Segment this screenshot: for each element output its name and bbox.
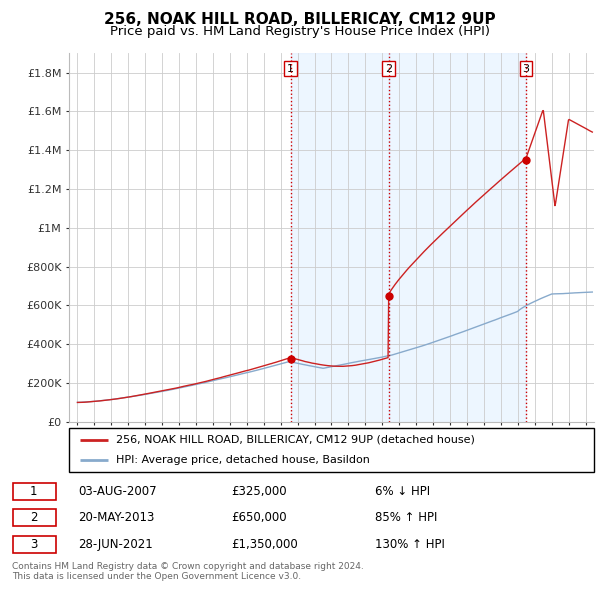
FancyBboxPatch shape	[69, 428, 594, 472]
Text: 3: 3	[523, 64, 530, 74]
Text: £325,000: £325,000	[231, 484, 287, 498]
Text: £1,350,000: £1,350,000	[231, 537, 298, 551]
Text: 130% ↑ HPI: 130% ↑ HPI	[375, 537, 445, 551]
Text: 2: 2	[30, 511, 38, 525]
Text: 1: 1	[287, 64, 294, 74]
Text: Price paid vs. HM Land Registry's House Price Index (HPI): Price paid vs. HM Land Registry's House …	[110, 25, 490, 38]
Text: 1: 1	[30, 484, 38, 498]
Text: 6% ↓ HPI: 6% ↓ HPI	[375, 484, 430, 498]
Text: 256, NOAK HILL ROAD, BILLERICAY, CM12 9UP (detached house): 256, NOAK HILL ROAD, BILLERICAY, CM12 9U…	[116, 435, 475, 445]
Text: HPI: Average price, detached house, Basildon: HPI: Average price, detached house, Basi…	[116, 455, 370, 465]
FancyBboxPatch shape	[13, 509, 56, 526]
Text: 85% ↑ HPI: 85% ↑ HPI	[375, 511, 437, 525]
Text: 2: 2	[385, 64, 392, 74]
FancyBboxPatch shape	[13, 536, 56, 553]
Text: £650,000: £650,000	[231, 511, 287, 525]
Bar	[389, 53, 526, 422]
Text: 28-JUN-2021: 28-JUN-2021	[78, 537, 153, 551]
Text: 03-AUG-2007: 03-AUG-2007	[78, 484, 157, 498]
Text: 3: 3	[30, 537, 38, 551]
Text: Contains HM Land Registry data © Crown copyright and database right 2024.
This d: Contains HM Land Registry data © Crown c…	[12, 562, 364, 581]
Text: 256, NOAK HILL ROAD, BILLERICAY, CM12 9UP: 256, NOAK HILL ROAD, BILLERICAY, CM12 9U…	[104, 12, 496, 27]
FancyBboxPatch shape	[13, 483, 56, 500]
Text: 20-MAY-2013: 20-MAY-2013	[78, 511, 155, 525]
Bar	[290, 53, 389, 422]
